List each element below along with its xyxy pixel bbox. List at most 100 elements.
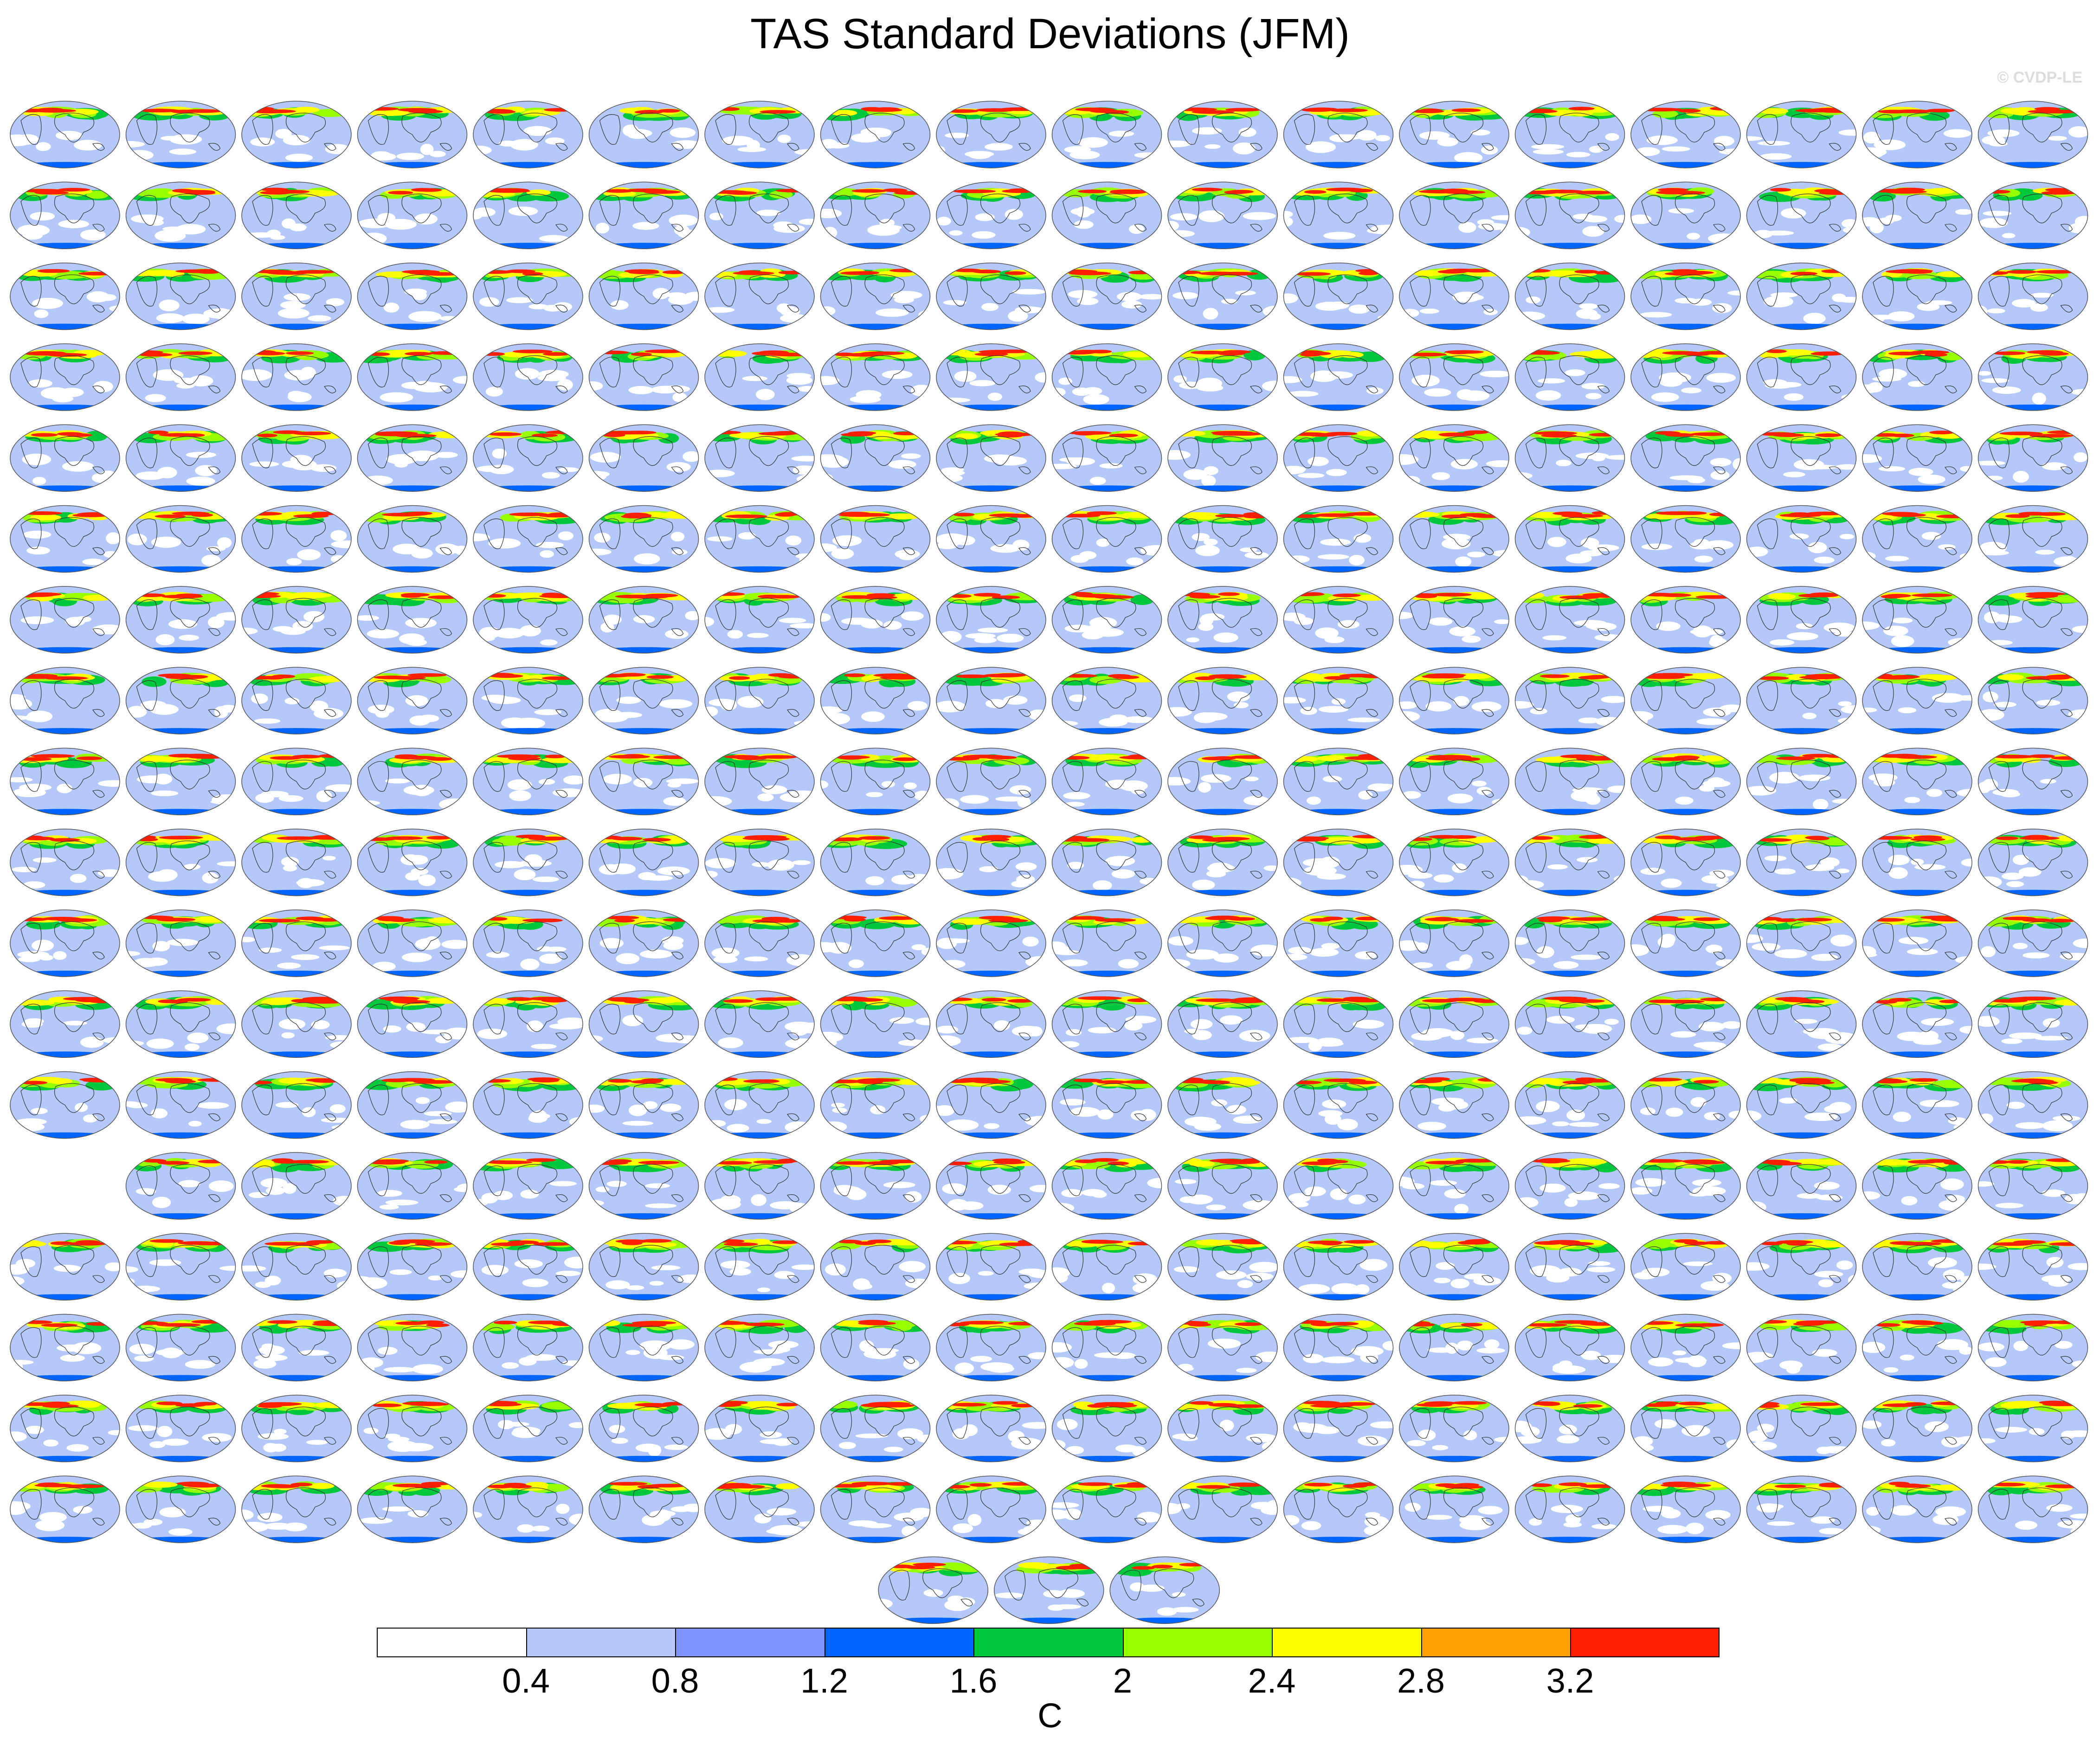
map-panel [1283, 262, 1394, 330]
map-panel [1051, 1475, 1162, 1543]
map-panel [241, 262, 352, 330]
map-panel [820, 1395, 931, 1462]
map-panel [357, 1071, 468, 1139]
map-panel [125, 586, 236, 654]
map-panel [704, 181, 815, 250]
map-panel [241, 1395, 352, 1462]
map-panel [820, 1071, 931, 1139]
map-panel [704, 343, 815, 411]
map-panel [1283, 990, 1394, 1058]
map-panel [241, 1314, 352, 1382]
map-panel [704, 586, 815, 654]
map-panel [473, 1233, 583, 1301]
map-panel [1167, 101, 1278, 168]
map-panel [10, 101, 120, 168]
map-panel [1514, 505, 1625, 573]
map-panel [357, 262, 468, 330]
map-panel [1167, 1152, 1278, 1220]
map-panel [1399, 1071, 1509, 1139]
map-panel [1514, 1314, 1625, 1382]
map-panel [473, 505, 583, 573]
map-panel [1051, 262, 1162, 330]
map-panel [1283, 586, 1394, 654]
map-panel [357, 181, 468, 250]
map-panel [1109, 1556, 1220, 1624]
map-panel [10, 424, 120, 492]
map-panel [125, 424, 236, 492]
map-panel [10, 909, 120, 977]
map-panel [878, 1556, 988, 1624]
map-panel [1167, 1314, 1278, 1382]
map-panel [473, 1071, 583, 1139]
map-panel [1051, 1152, 1162, 1220]
map-panel [1399, 1233, 1509, 1301]
map-panel [241, 181, 352, 250]
map-panel [1051, 1233, 1162, 1301]
map-panel [1399, 343, 1509, 411]
map-panel [1051, 181, 1162, 250]
map-panel [588, 747, 699, 816]
map-panel [1630, 747, 1741, 816]
map-panel [10, 181, 120, 250]
map-panel [1399, 1395, 1509, 1462]
map-panel [820, 667, 931, 734]
map-panel [473, 828, 583, 896]
map-panel [1167, 586, 1278, 654]
map-panel [1399, 828, 1509, 896]
map-panel [820, 1233, 931, 1301]
map-panel [125, 1475, 236, 1543]
map-panel [936, 1475, 1046, 1543]
map-panel [588, 1152, 699, 1220]
map-panel [1399, 667, 1509, 734]
map-panel [1514, 262, 1625, 330]
map-panel [1978, 586, 2088, 654]
map-panel [1283, 181, 1394, 250]
map-panel [1746, 1071, 1857, 1139]
map-panel [10, 990, 120, 1058]
map-panel [994, 1556, 1104, 1624]
map-panel [1051, 1395, 1162, 1462]
map-panel [1167, 505, 1278, 573]
map-panel [1978, 1233, 2088, 1301]
map-panel [704, 1395, 815, 1462]
map-panel [125, 1314, 236, 1382]
map-panel [1399, 1314, 1509, 1382]
map-panel [588, 1395, 699, 1462]
map-panel [936, 1233, 1046, 1301]
map-panel [1167, 667, 1278, 734]
map-panel [1862, 343, 1972, 411]
map-panel [10, 1314, 120, 1382]
map-panel [1630, 1152, 1741, 1220]
map-panel [357, 747, 468, 816]
map-panel [125, 1071, 236, 1139]
map-panel [1514, 747, 1625, 816]
map-panel [125, 1233, 236, 1301]
map-panel [1167, 181, 1278, 250]
map-panel [1283, 1475, 1394, 1543]
map-panel [1399, 1475, 1509, 1543]
map-panel [1167, 747, 1278, 816]
map-panel [1978, 828, 2088, 896]
map-panel [1514, 343, 1625, 411]
map-panel [473, 909, 583, 977]
map-panel [473, 1314, 583, 1382]
map-panel [357, 586, 468, 654]
map-panel [1399, 909, 1509, 977]
map-panel [1862, 1071, 1972, 1139]
map-panel [357, 505, 468, 573]
map-panel [1283, 101, 1394, 168]
map-panel [125, 747, 236, 816]
map-panel [1978, 181, 2088, 250]
map-panel [241, 828, 352, 896]
map-panel [588, 343, 699, 411]
map-panel [704, 1152, 815, 1220]
map-panel [936, 586, 1046, 654]
map-panel [1399, 262, 1509, 330]
map-panel [1167, 1071, 1278, 1139]
map-panel [241, 343, 352, 411]
map-panel [1051, 909, 1162, 977]
map-panel [820, 101, 931, 168]
map-panel [820, 828, 931, 896]
map-panel [936, 505, 1046, 573]
map-panel [241, 1152, 352, 1220]
